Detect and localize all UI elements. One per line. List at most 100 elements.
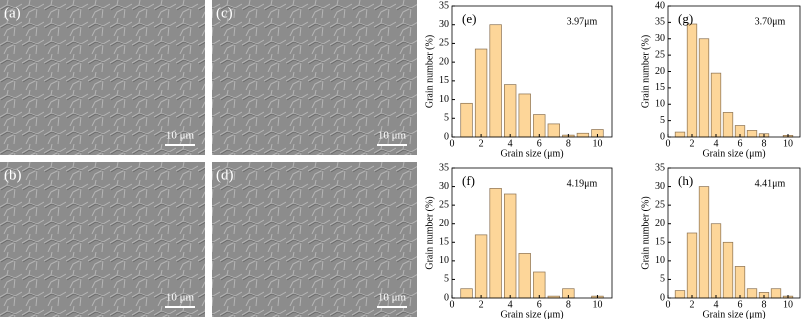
bar bbox=[698, 38, 710, 138]
x-tick-label: 8 bbox=[566, 138, 571, 149]
y-tick-label: 25 bbox=[439, 199, 449, 210]
x-axis-label: Grain size (μm) bbox=[500, 309, 563, 319]
y-tick-label: 40 bbox=[655, 0, 665, 11]
x-tick-label: 2 bbox=[690, 299, 695, 310]
x-tick-label: 0 bbox=[450, 138, 455, 149]
x-axis-label: Grain size (μm) bbox=[500, 148, 563, 159]
x-tick-label: 0 bbox=[666, 299, 671, 310]
y-tick-label: 20 bbox=[655, 218, 665, 229]
bar bbox=[547, 123, 560, 138]
bar bbox=[770, 288, 782, 299]
plot-frame bbox=[451, 5, 613, 138]
panel-label: (a) bbox=[4, 5, 21, 21]
x-tick-label: 0 bbox=[450, 299, 455, 310]
y-tick-label: 15 bbox=[439, 237, 449, 248]
panel-title: (f) bbox=[462, 173, 475, 188]
scale-bar-label: 10 μm bbox=[166, 292, 195, 304]
x-tick-label: 6 bbox=[738, 299, 743, 310]
panel-label: (d) bbox=[216, 167, 234, 183]
bar bbox=[686, 23, 698, 138]
bar bbox=[710, 72, 722, 138]
x-tick-label: 8 bbox=[762, 299, 767, 310]
y-tick-label: 30 bbox=[655, 181, 665, 192]
bar bbox=[474, 234, 488, 299]
mean-size: 3.70μm bbox=[755, 16, 786, 27]
y-tick-label: 15 bbox=[655, 237, 665, 248]
x-tick-label: 6 bbox=[738, 138, 743, 149]
y-tick-label: 35 bbox=[655, 162, 665, 173]
x-tick-label: 2 bbox=[479, 138, 484, 149]
sem-image bbox=[0, 162, 205, 317]
bar bbox=[734, 266, 746, 299]
plot-frame bbox=[667, 167, 801, 299]
bar bbox=[533, 114, 546, 138]
y-tick-label: 15 bbox=[655, 82, 665, 93]
bar bbox=[518, 253, 531, 299]
y-tick-label: 25 bbox=[655, 199, 665, 210]
x-tick-label: 10 bbox=[783, 138, 793, 149]
bar bbox=[746, 130, 758, 138]
x-tick-label: 4 bbox=[714, 138, 719, 149]
bar bbox=[722, 241, 734, 299]
panel-title: (g) bbox=[678, 11, 693, 26]
y-axis-label: Grain number (%) bbox=[640, 35, 651, 108]
scale-bar-label: 10 μm bbox=[378, 292, 407, 304]
mean-size: 3.97μm bbox=[567, 16, 598, 27]
sem-image bbox=[212, 0, 417, 155]
y-tick-label: 35 bbox=[439, 0, 449, 11]
x-tick-label: 6 bbox=[537, 299, 542, 310]
bar bbox=[533, 271, 546, 299]
y-tick-label: 15 bbox=[439, 75, 449, 86]
mean-size: 4.41μm bbox=[755, 178, 786, 189]
y-tick-label: 25 bbox=[439, 38, 449, 49]
x-tick-label: 2 bbox=[690, 138, 695, 149]
y-tick-label: 10 bbox=[439, 255, 449, 266]
bar bbox=[489, 188, 502, 299]
y-tick-label: 5 bbox=[660, 274, 665, 285]
x-tick-label: 4 bbox=[508, 299, 513, 310]
bar bbox=[460, 102, 473, 138]
y-tick-label: 30 bbox=[439, 19, 449, 30]
y-tick-label: 0 bbox=[660, 131, 665, 142]
y-tick-label: 5 bbox=[444, 113, 449, 124]
mean-size: 4.19μm bbox=[567, 178, 598, 189]
bar bbox=[504, 84, 517, 138]
bar bbox=[722, 112, 734, 138]
x-tick-label: 4 bbox=[508, 138, 513, 149]
bar bbox=[460, 288, 473, 299]
sem-image bbox=[212, 162, 417, 317]
bar bbox=[710, 223, 722, 299]
bar bbox=[474, 48, 488, 138]
panel-title: (e) bbox=[462, 11, 476, 26]
y-axis-label: Grain number (%) bbox=[424, 196, 435, 269]
x-tick-label: 0 bbox=[666, 138, 671, 149]
bar bbox=[686, 232, 698, 299]
y-tick-label: 30 bbox=[439, 181, 449, 192]
plot-frame bbox=[451, 167, 613, 299]
bar bbox=[518, 93, 531, 138]
y-tick-label: 0 bbox=[660, 292, 665, 303]
y-tick-label: 20 bbox=[439, 218, 449, 229]
scale-bar-label: 10 μm bbox=[378, 130, 407, 142]
x-tick-label: 10 bbox=[783, 299, 793, 310]
bar bbox=[489, 24, 502, 138]
y-tick-label: 30 bbox=[655, 33, 665, 44]
sem-image bbox=[0, 0, 205, 155]
y-tick-label: 35 bbox=[439, 162, 449, 173]
y-tick-label: 10 bbox=[655, 255, 665, 266]
x-axis-label: Grain size (μm) bbox=[702, 309, 765, 319]
x-tick-label: 6 bbox=[537, 138, 542, 149]
y-tick-label: 10 bbox=[655, 99, 665, 110]
y-tick-label: 35 bbox=[655, 17, 665, 28]
x-tick-label: 2 bbox=[479, 299, 484, 310]
bar bbox=[674, 290, 686, 299]
scale-bar-label: 10 μm bbox=[166, 130, 195, 142]
y-axis-label: Grain number (%) bbox=[640, 196, 651, 269]
bar bbox=[746, 288, 758, 299]
bar bbox=[674, 131, 686, 138]
y-tick-label: 20 bbox=[655, 66, 665, 77]
y-tick-label: 25 bbox=[655, 49, 665, 60]
bar bbox=[576, 132, 590, 138]
x-tick-label: 10 bbox=[592, 138, 602, 149]
